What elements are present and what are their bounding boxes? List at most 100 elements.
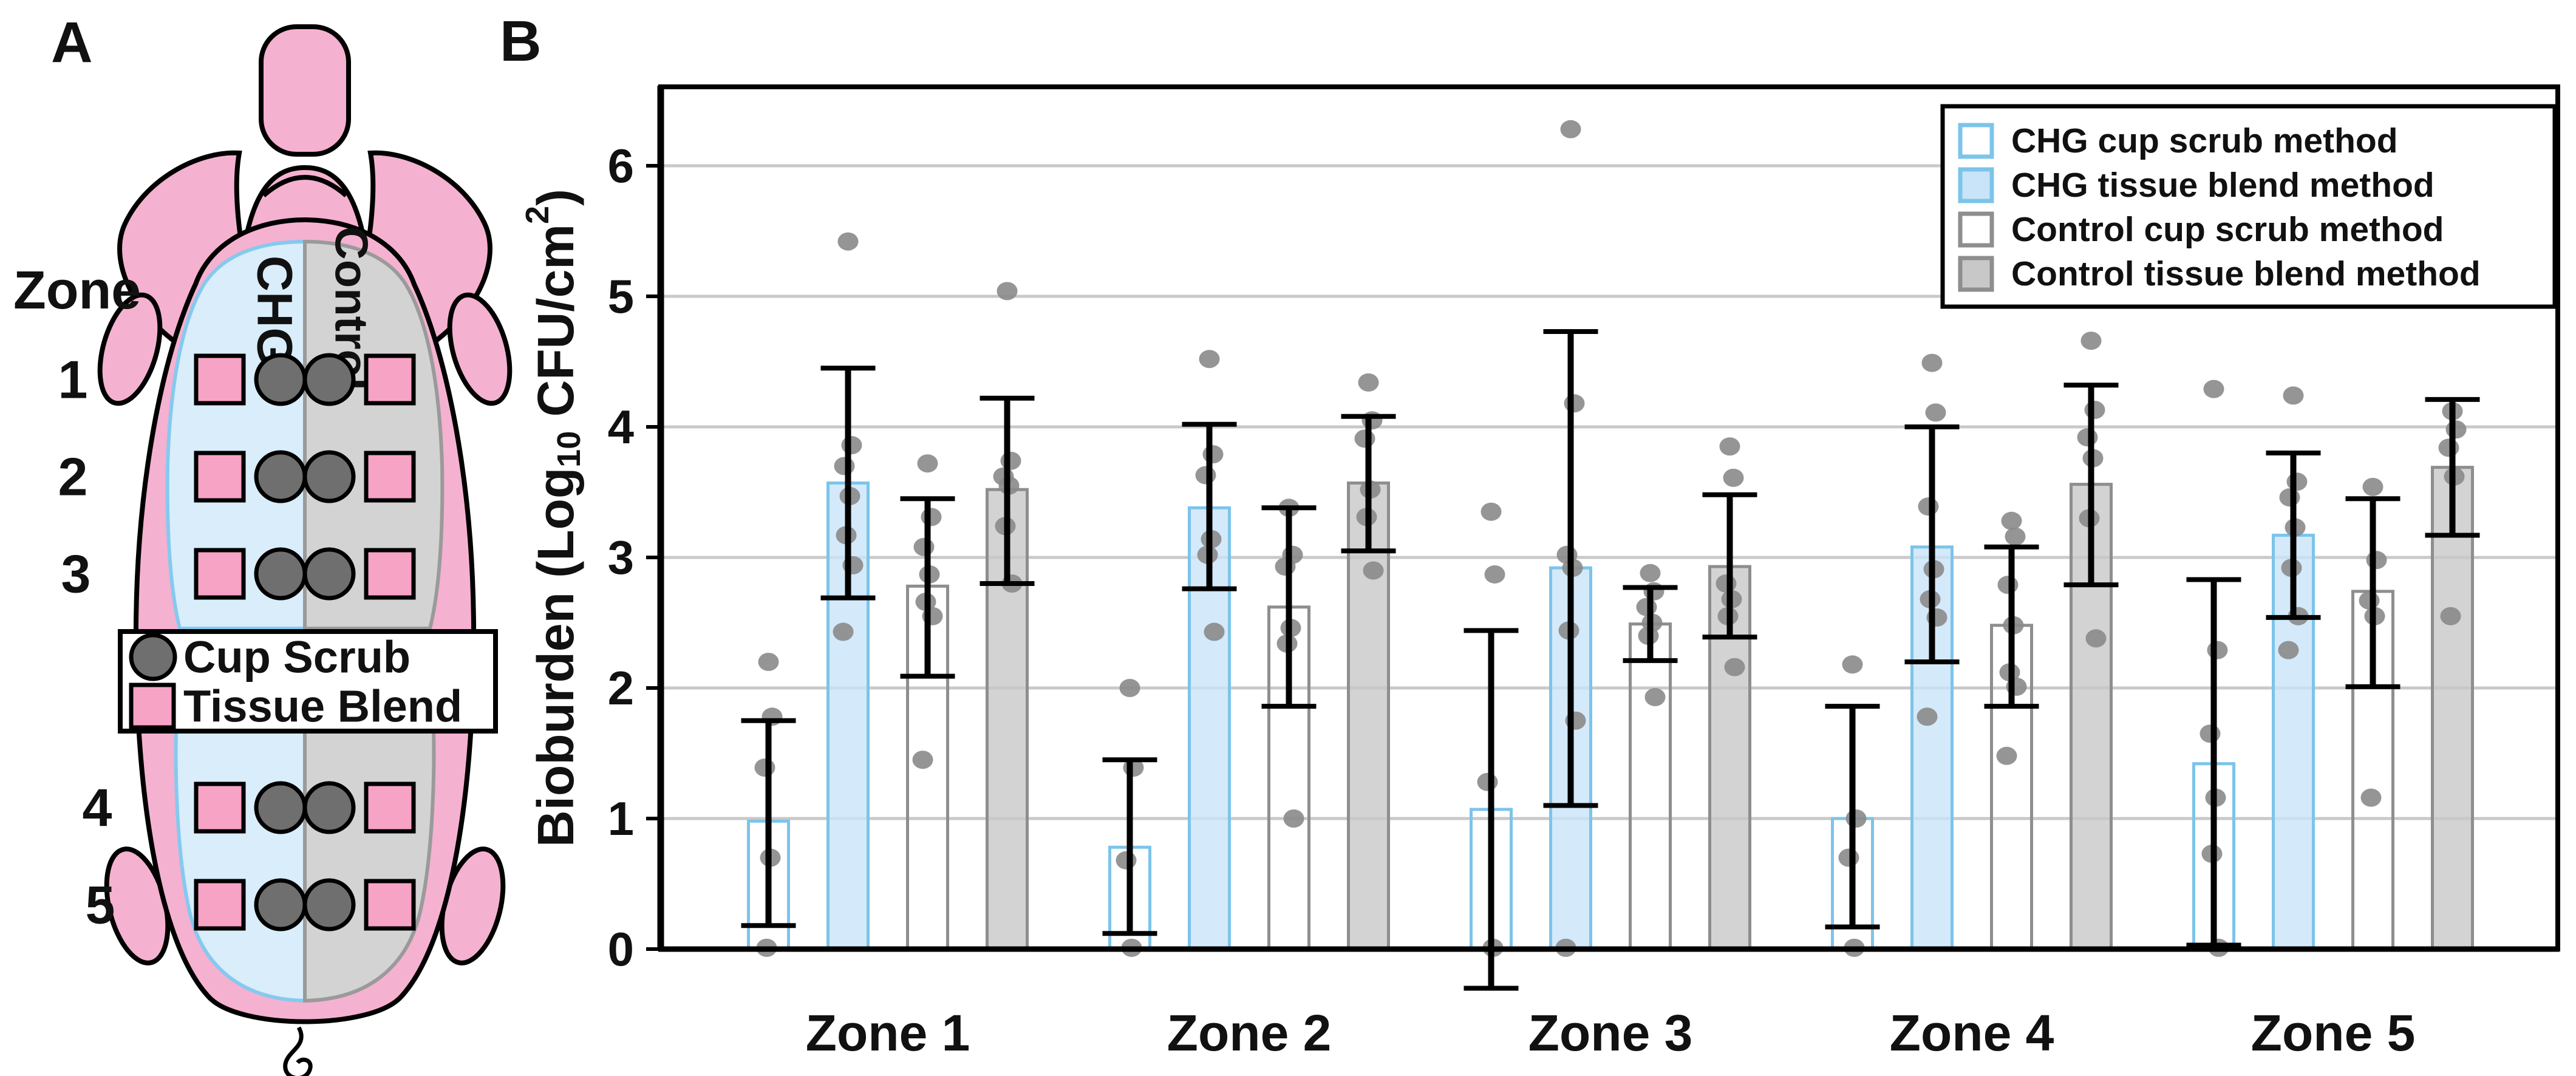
data-point-chg-cup-scrub-method-zone-3 bbox=[1481, 502, 1502, 521]
cup-scrub-site-right bbox=[302, 450, 356, 503]
chart-legend-box bbox=[1940, 104, 2557, 309]
data-point-control-cup-scrub-method-zone-3 bbox=[1636, 598, 1657, 616]
y-tick-label-5: 5 bbox=[608, 270, 634, 323]
panel-b-bar-chart: 0 1 2 3 4 5 6 Zone 1 Zone 2 Zone 3 Zone 4 Zone 5 Bio… bbox=[519, 84, 2560, 1061]
bar-control-cup-scrub-method-zone-3 bbox=[1629, 622, 1672, 951]
zone-number-labels: 1 2 3 4 5 bbox=[58, 350, 115, 935]
data-point-control-tissue-blend-method-zone-2 bbox=[1358, 373, 1379, 392]
pig-front-leg-right bbox=[447, 292, 513, 406]
y-tick-label-3: 3 bbox=[608, 531, 634, 584]
zone-number-4: 4 bbox=[83, 778, 112, 838]
tissue-blend-site-right bbox=[364, 879, 416, 931]
cup-scrub-site-right bbox=[302, 781, 356, 834]
y-tick-label-2: 2 bbox=[608, 661, 634, 715]
data-point-control-cup-scrub-method-zone-5 bbox=[2360, 788, 2382, 807]
data-point-control-tissue-blend-method-zone-4 bbox=[2077, 428, 2098, 447]
error-bars bbox=[741, 329, 2480, 991]
data-point-chg-cup-scrub-method-zone-1 bbox=[758, 653, 779, 671]
data-point-control-cup-scrub-method-zone-1 bbox=[913, 537, 935, 556]
data-point-control-cup-scrub-method-zone-1 bbox=[917, 454, 938, 473]
data-point-control-tissue-blend-method-zone-4 bbox=[2084, 401, 2105, 420]
data-point-chg-tissue-blend-method-zone-1 bbox=[837, 232, 859, 251]
zone-number-5: 5 bbox=[86, 875, 115, 935]
cup-scrub-site-left bbox=[254, 878, 307, 931]
data-point-control-cup-scrub-method-zone-5 bbox=[2359, 591, 2380, 610]
data-point-chg-tissue-blend-method-zone-1 bbox=[833, 622, 854, 641]
tissue-blend-site-right bbox=[364, 781, 416, 834]
data-point-control-cup-scrub-method-zone-2 bbox=[1275, 557, 1296, 576]
y-tick-label-4: 4 bbox=[608, 400, 634, 454]
data-point-chg-cup-scrub-method-zone-5 bbox=[2199, 724, 2221, 743]
data-point-control-cup-scrub-method-zone-5 bbox=[2366, 551, 2387, 570]
tissue-blend-marker-icon bbox=[129, 683, 176, 730]
data-point-control-tissue-blend-method-zone-5 bbox=[2440, 607, 2461, 625]
zone-header-label: Zone bbox=[13, 260, 141, 320]
data-point-chg-tissue-blend-method-zone-4 bbox=[1918, 497, 1939, 516]
data-point-control-cup-scrub-method-zone-4 bbox=[1997, 576, 2019, 594]
zone-number-1: 1 bbox=[58, 350, 88, 410]
x-category-label-3: Zone 3 bbox=[1528, 1004, 1693, 1061]
data-point-chg-cup-scrub-method-zone-1 bbox=[762, 707, 783, 726]
chart-legend: CHG cup scrub method CHG tissue blend met… bbox=[1940, 104, 2557, 309]
data-point-control-tissue-blend-method-zone-3 bbox=[1723, 468, 1744, 487]
data-point-chg-tissue-blend-method-zone-1 bbox=[834, 457, 855, 475]
data-point-chg-tissue-blend-method-zone-3 bbox=[1560, 120, 1581, 138]
zone-number-2: 2 bbox=[58, 447, 88, 507]
x-category-label-5: Zone 5 bbox=[2251, 1004, 2416, 1061]
cup-scrub-site-right bbox=[302, 547, 356, 601]
legend-swatch-chg-cup-scrub-method bbox=[1958, 123, 1994, 159]
data-point-chg-tissue-blend-method-zone-2 bbox=[1202, 445, 1224, 464]
tissue-blend-site-left bbox=[194, 548, 246, 600]
cup-scrub-site-left bbox=[254, 450, 307, 503]
data-point-control-cup-scrub-method-zone-5 bbox=[2362, 477, 2383, 496]
data-point-control-tissue-blend-method-zone-3 bbox=[1724, 658, 1745, 676]
tissue-blend-site-right bbox=[364, 451, 416, 503]
data-point-control-cup-scrub-method-zone-3 bbox=[1640, 564, 1661, 582]
cup-scrub-site-left bbox=[254, 547, 307, 601]
tissue-blend-site-right bbox=[364, 353, 416, 406]
tissue-blend-site-left bbox=[194, 781, 246, 834]
y-axis-title: Bioburden (Log10 CFU/cm2) bbox=[519, 189, 587, 847]
data-point-control-cup-scrub-method-zone-1 bbox=[921, 508, 942, 526]
data-point-chg-cup-scrub-method-zone-4 bbox=[1842, 655, 1863, 674]
x-category-label-1: Zone 1 bbox=[806, 1004, 970, 1061]
data-point-chg-cup-scrub-method-zone-2 bbox=[1119, 679, 1140, 697]
panel-a-legend: Cup Scrub Tissue Blend bbox=[118, 629, 498, 734]
data-point-chg-tissue-blend-method-zone-3 bbox=[1564, 394, 1585, 413]
cup-scrub-site-right bbox=[302, 878, 356, 931]
data-point-chg-cup-scrub-method-zone-2 bbox=[1116, 851, 1137, 870]
data-point-chg-tissue-blend-method-zone-4 bbox=[1925, 403, 1946, 422]
data-point-control-cup-scrub-method-zone-3 bbox=[1644, 688, 1666, 707]
data-point-control-tissue-blend-method-zone-2 bbox=[1363, 561, 1384, 580]
cup-scrub-site-right bbox=[302, 353, 356, 406]
legend-swatch-control-tissue-blend-method bbox=[1958, 256, 1994, 292]
data-point-chg-tissue-blend-method-zone-5 bbox=[2286, 472, 2308, 491]
data-point-control-tissue-blend-method-zone-3 bbox=[1719, 437, 1740, 456]
bar-control-tissue-blend-method-zone-5 bbox=[2431, 466, 2474, 951]
tissue-blend-site-right bbox=[364, 548, 416, 600]
data-point-control-tissue-blend-method-zone-3 bbox=[1716, 574, 1737, 593]
cup-scrub-label: Cup Scrub bbox=[183, 632, 411, 683]
data-point-chg-tissue-blend-method-zone-5 bbox=[2279, 488, 2300, 507]
data-point-control-tissue-blend-method-zone-5 bbox=[2445, 420, 2467, 439]
data-point-control-cup-scrub-method-zone-3 bbox=[1643, 582, 1665, 601]
data-point-control-cup-scrub-method-zone-1 bbox=[912, 751, 933, 769]
pig-snout bbox=[259, 24, 351, 157]
panel-a-label: A bbox=[51, 10, 93, 75]
data-point-control-tissue-blend-method-zone-2 bbox=[1361, 411, 1383, 430]
legend-label-control-tissue-blend-method: Control tissue blend method bbox=[2011, 254, 2481, 293]
chg-region-upper bbox=[165, 239, 307, 630]
zone-number-3: 3 bbox=[61, 544, 91, 604]
x-category-label-4: Zone 4 bbox=[1890, 1004, 2054, 1061]
data-point-chg-cup-scrub-method-zone-5 bbox=[2203, 380, 2224, 398]
data-point-control-tissue-blend-method-zone-1 bbox=[997, 282, 1018, 301]
legend-swatch-control-cup-scrub-method bbox=[1958, 211, 1994, 248]
data-point-chg-tissue-blend-method-zone-2 bbox=[1204, 622, 1225, 641]
pig-front-leg-left bbox=[97, 292, 163, 406]
y-tick-label-1: 1 bbox=[608, 792, 634, 845]
panel-b-label: B bbox=[500, 9, 542, 73]
data-point-chg-tissue-blend-method-zone-2 bbox=[1195, 466, 1216, 485]
tissue-blend-label: Tissue Blend bbox=[183, 681, 462, 732]
